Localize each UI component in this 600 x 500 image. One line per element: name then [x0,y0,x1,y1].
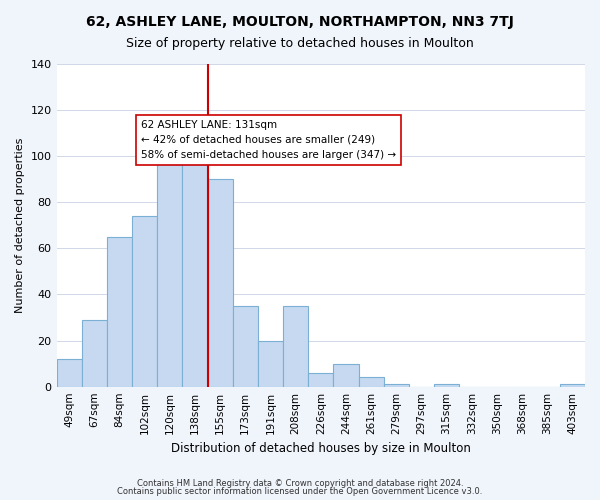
Text: Contains public sector information licensed under the Open Government Licence v3: Contains public sector information licen… [118,487,482,496]
Bar [208,179,233,386]
Text: Size of property relative to detached houses in Moulton: Size of property relative to detached ho… [126,38,474,51]
Bar [283,306,308,386]
Bar [560,384,585,386]
Text: 62 ASHLEY LANE: 131sqm
← 42% of detached houses are smaller (249)
58% of semi-de: 62 ASHLEY LANE: 131sqm ← 42% of detached… [141,120,396,160]
Bar [132,216,157,386]
Bar [359,378,383,386]
Bar [82,320,107,386]
Bar [182,131,208,386]
Bar [157,136,182,386]
Text: 62, ASHLEY LANE, MOULTON, NORTHAMPTON, NN3 7TJ: 62, ASHLEY LANE, MOULTON, NORTHAMPTON, N… [86,15,514,29]
X-axis label: Distribution of detached houses by size in Moulton: Distribution of detached houses by size … [171,442,471,455]
Y-axis label: Number of detached properties: Number of detached properties [15,138,25,313]
Bar [56,359,82,386]
Bar [107,237,132,386]
Bar [383,384,409,386]
Bar [258,340,283,386]
Text: Contains HM Land Registry data © Crown copyright and database right 2024.: Contains HM Land Registry data © Crown c… [137,478,463,488]
Bar [334,364,359,386]
Bar [308,373,334,386]
Bar [434,384,459,386]
Bar [233,306,258,386]
